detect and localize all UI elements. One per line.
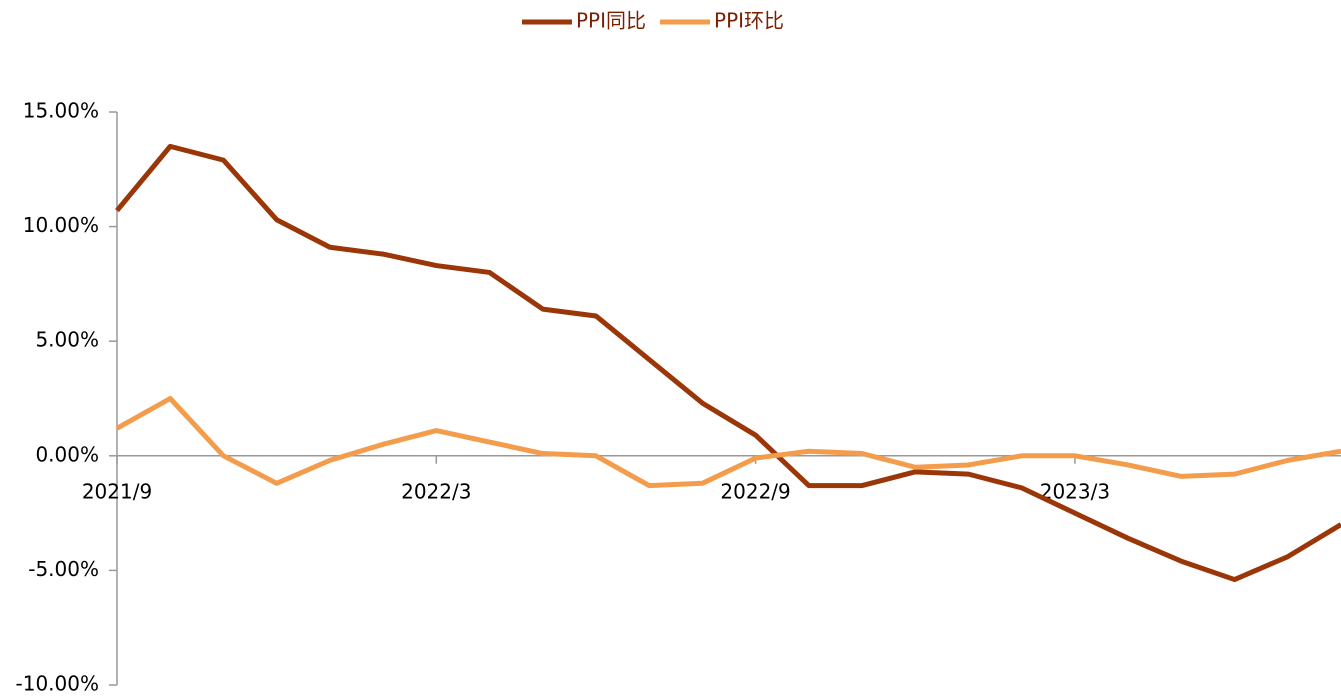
legend-label: PPI环比 [714,9,784,33]
y-tick-label: 15.00% [23,99,99,123]
x-tick-label: 2022/9 [720,479,790,503]
line [115,143,1341,583]
y-tick-label: -5.00% [28,557,99,581]
y-tick-label: 5.00% [35,328,99,352]
y-tick-label: -10.00% [16,672,99,696]
y-tick-label: 0.00% [35,442,99,466]
x-tick-label: 2022/3 [401,479,471,503]
x-tick-label: 2021/9 [82,479,152,503]
y-tick-label: 10.00% [23,213,99,237]
legend-label: PPI同比 [576,9,646,33]
line [115,396,1341,489]
